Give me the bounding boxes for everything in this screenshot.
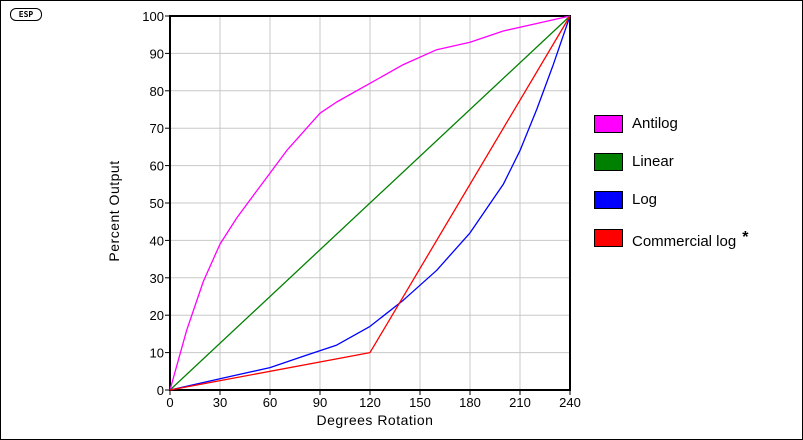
y-tick-label: 100 [142, 9, 164, 24]
legend-swatch-log [594, 191, 623, 209]
y-tick-label: 50 [150, 196, 164, 211]
y-tick-label: 20 [150, 308, 164, 323]
series-line-commercial-log [169, 15, 571, 391]
x-tick-label: 180 [459, 395, 481, 410]
x-tick-label: 90 [313, 395, 327, 410]
legend-swatch-antilog [594, 115, 623, 133]
x-tick-label: 150 [409, 395, 431, 410]
legend-label-linear: Linear [632, 153, 674, 170]
legend-swatch-linear [594, 153, 623, 171]
y-tick-label: 0 [157, 383, 164, 398]
y-tick-label: 80 [150, 84, 164, 99]
x-tick-label: 120 [359, 395, 381, 410]
legend-label-antilog: Antilog [632, 115, 678, 132]
x-tick-label: 210 [509, 395, 531, 410]
series-line-linear [169, 15, 571, 391]
y-axis-title: Percent Output [106, 160, 122, 261]
legend-label-commercial-log-text: Commercial log [632, 233, 737, 250]
legend-swatch-commercial-log [594, 229, 623, 247]
esp-logo: ESP [10, 8, 42, 21]
series-line-log [169, 15, 571, 391]
y-tick-label: 30 [150, 271, 164, 286]
x-tick-label: 240 [559, 395, 581, 410]
legend-label-log: Log [632, 191, 658, 208]
y-tick-label: 70 [150, 121, 164, 136]
legend-asterisk: * [742, 229, 749, 246]
series-line-antilog [169, 15, 571, 391]
x-tick-label: 60 [263, 395, 277, 410]
x-axis-title: Degrees Rotation [317, 412, 434, 428]
y-tick-label: 10 [150, 346, 164, 361]
y-tick-label: 40 [150, 233, 164, 248]
y-tick-label: 60 [150, 159, 164, 174]
legend-label-commercial-log: Commercial log * [632, 228, 748, 252]
y-tick-label: 90 [150, 46, 164, 61]
x-tick-label: 30 [213, 395, 227, 410]
x-tick-label: 0 [166, 395, 173, 410]
